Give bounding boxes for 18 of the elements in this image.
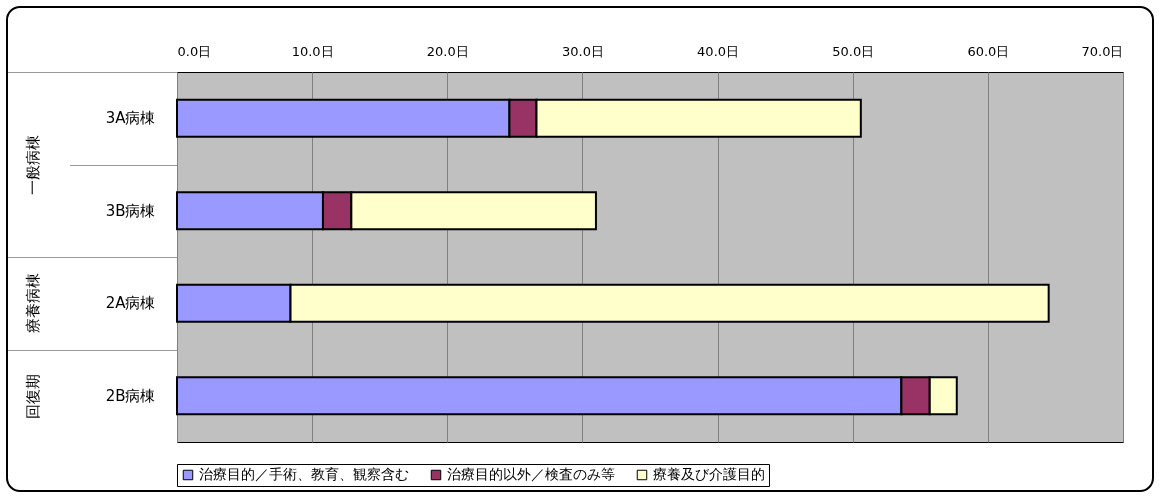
text: 回復期 xyxy=(23,373,43,419)
text: 一般病棟 xyxy=(23,134,43,195)
y-tick-label: 2B病棟 xyxy=(105,386,156,405)
x-tick-label: 20.0日 xyxy=(426,43,469,59)
x-tick-label: 0.0日 xyxy=(177,43,212,59)
y-tick-label: 3B病棟 xyxy=(105,201,156,220)
y-tick-label: 3A病棟 xyxy=(105,109,156,128)
x-tick-label: 40.0日 xyxy=(697,43,740,59)
x-tick-label: 70.0日 xyxy=(1081,43,1124,59)
x-tick-label: 30.0日 xyxy=(561,43,604,59)
y-tick-label: 2A病棟 xyxy=(105,294,156,313)
x-tick-label: 60.0日 xyxy=(967,43,1010,59)
x-tick-label: 50.0日 xyxy=(832,43,875,59)
legend-label: 治療目的以外／検査のみ等 xyxy=(447,466,615,482)
legend-label: 療養及び介護目的 xyxy=(653,466,765,482)
x-tick-label: 10.0日 xyxy=(291,43,334,59)
text: 療養病棟 xyxy=(23,273,43,334)
legend-label: 治療目的／手術、教育、観察含む xyxy=(199,466,409,482)
